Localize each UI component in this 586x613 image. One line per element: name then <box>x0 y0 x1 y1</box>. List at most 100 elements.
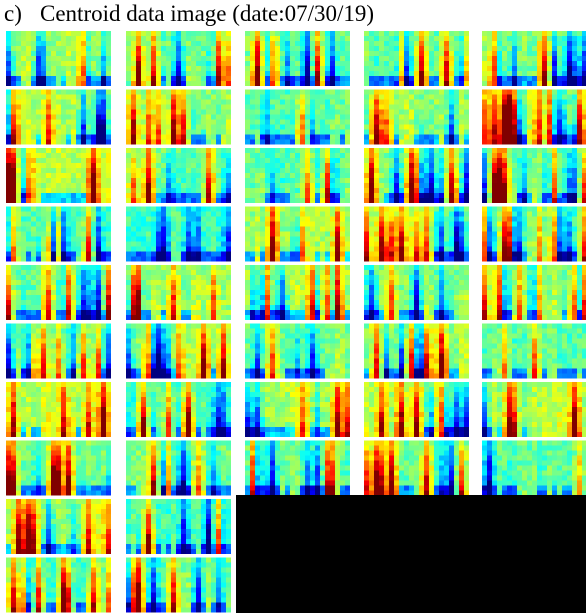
tile-pixel <box>46 178 51 183</box>
tile-pixel <box>419 135 424 140</box>
tile-pixel <box>374 46 379 51</box>
tile-pixel <box>76 212 81 217</box>
tile-pixel <box>96 130 101 135</box>
tile-pixel <box>459 227 464 232</box>
tile-pixel <box>156 247 161 252</box>
tile-pixel <box>482 120 487 125</box>
tile-pixel <box>86 81 91 86</box>
tile-pixel <box>216 115 221 120</box>
tile-pixel <box>502 207 507 212</box>
tile-pixel <box>161 56 166 61</box>
tile-pixel <box>41 41 46 46</box>
tile-pixel <box>547 66 552 71</box>
tile-pixel <box>16 217 21 222</box>
tile-pixel <box>16 51 21 56</box>
tile-pixel <box>497 125 502 130</box>
tile-pixel <box>285 148 290 153</box>
tile-pixel <box>567 178 572 183</box>
tile-pixel <box>497 252 502 257</box>
tile-pixel <box>11 222 16 227</box>
tile-pixel <box>454 135 459 140</box>
tile-pixel <box>16 71 21 76</box>
tile-pixel <box>101 76 106 81</box>
tile-pixel <box>552 173 557 178</box>
tile-pixel <box>577 100 582 105</box>
tile-pixel <box>36 148 41 153</box>
tile-pixel <box>325 198 330 203</box>
tile-pixel <box>270 212 275 217</box>
tile-pixel <box>340 81 345 86</box>
tile-pixel <box>141 135 146 140</box>
tile-pixel <box>226 237 231 242</box>
tile-pixel <box>6 51 11 56</box>
tile-pixel <box>577 242 582 247</box>
tile-pixel <box>429 81 434 86</box>
tile-pixel <box>196 173 201 178</box>
tile-pixel <box>439 183 444 188</box>
tile-pixel <box>86 105 91 110</box>
tile-pixel <box>487 110 492 115</box>
tile-pixel <box>71 148 76 153</box>
tile-pixel <box>414 173 419 178</box>
tile-pixel <box>527 130 532 135</box>
tile-pixel <box>369 66 374 71</box>
tile-pixel <box>482 61 487 66</box>
tile-pixel <box>557 120 562 125</box>
tile-pixel <box>330 100 335 105</box>
tile-pixel <box>434 95 439 100</box>
tile-pixel <box>404 153 409 158</box>
tile-pixel <box>221 168 226 173</box>
tile-pixel <box>369 153 374 158</box>
tile-pixel <box>171 125 176 130</box>
tile-pixel <box>221 207 226 212</box>
tile-pixel <box>424 95 429 100</box>
tile-pixel <box>196 212 201 217</box>
tile-pixel <box>305 153 310 158</box>
tile-pixel <box>280 168 285 173</box>
tile-pixel <box>61 315 66 320</box>
tile-pixel <box>151 105 156 110</box>
tile-pixel <box>285 173 290 178</box>
tile-pixel <box>335 61 340 66</box>
tile-pixel <box>255 163 260 168</box>
tile-pixel <box>497 95 502 100</box>
tile-pixel <box>369 148 374 153</box>
tile-pixel <box>424 212 429 217</box>
tile-pixel <box>557 95 562 100</box>
tile-pixel <box>414 66 419 71</box>
tile-pixel <box>502 125 507 130</box>
tile-pixel <box>379 153 384 158</box>
tile-pixel <box>305 173 310 178</box>
tile-pixel <box>71 315 76 320</box>
tile-pixel <box>419 66 424 71</box>
tile-pixel <box>31 290 36 295</box>
tile-pixel <box>265 227 270 232</box>
tile-pixel <box>330 207 335 212</box>
tile-pixel <box>146 173 151 178</box>
tile-pixel <box>532 76 537 81</box>
tile-pixel <box>106 247 111 252</box>
tile-pixel <box>196 51 201 56</box>
tile-pixel <box>226 222 231 227</box>
tile-pixel <box>11 41 16 46</box>
tile-pixel <box>320 46 325 51</box>
tile-pixel <box>166 110 171 115</box>
tile-pixel <box>280 158 285 163</box>
tile-pixel <box>96 280 101 285</box>
tile-pixel <box>404 252 409 257</box>
tile-pixel <box>166 227 171 232</box>
tile-pixel <box>285 31 290 36</box>
tile-pixel <box>507 120 512 125</box>
tile-pixel <box>186 31 191 36</box>
tile-pixel <box>191 110 196 115</box>
tile-pixel <box>527 115 532 120</box>
tile-pixel <box>439 247 444 252</box>
tile-pixel <box>196 163 201 168</box>
tile-pixel <box>255 120 260 125</box>
tile-pixel <box>221 105 226 110</box>
tile-pixel <box>404 232 409 237</box>
tile-pixel <box>46 227 51 232</box>
tile-pixel <box>369 100 374 105</box>
tile-pixel <box>542 36 547 41</box>
tile-pixel <box>176 207 181 212</box>
